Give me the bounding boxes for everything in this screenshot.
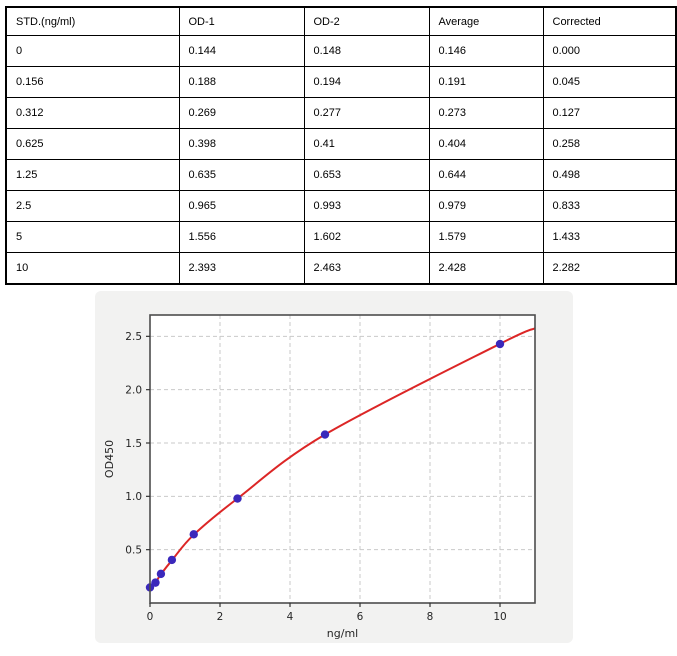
table-cell: 2.428 <box>428 252 544 285</box>
y-tick-label: 2.0 <box>125 384 142 396</box>
x-axis-label: ng/ml <box>327 627 358 640</box>
table-cell: 0.188 <box>178 66 305 98</box>
table-cell: 1.556 <box>178 221 305 253</box>
data-point <box>495 339 505 349</box>
table-cell: 0.979 <box>428 190 544 222</box>
table-cell: 0.498 <box>542 159 677 191</box>
x-tick-label: 4 <box>287 611 294 623</box>
data-point <box>320 430 330 439</box>
table-cell: 1.25 <box>5 159 180 191</box>
data-point <box>167 555 177 565</box>
table-row: 0.312 0.269 0.277 0.273 0.127 <box>5 97 677 129</box>
table-cell: 2.393 <box>178 252 305 285</box>
table-cell: 0 <box>5 35 180 67</box>
table-cell: 0.045 <box>542 66 677 98</box>
data-point <box>151 578 160 587</box>
table-cell: 0.194 <box>303 66 430 98</box>
x-tick-label: 6 <box>357 611 364 623</box>
column-header: Average <box>428 6 544 36</box>
table-row: 0 0.144 0.148 0.146 0.000 <box>5 35 677 67</box>
standard-curve-chart: 0 2 4 6 8 10 0.5 1.0 1.5 2.0 2.5 ng/ml OD450 <box>103 314 536 640</box>
table-cell: 0.148 <box>303 35 430 67</box>
fit-curve <box>149 327 536 591</box>
column-header: OD-1 <box>178 6 305 36</box>
standards-table: STD.(ng/ml) OD-1 OD-2 Average Corrected 0 0.1… <box>5 6 677 285</box>
column-header: STD.(ng/ml) <box>5 6 180 36</box>
table-cell: 2.282 <box>542 252 677 285</box>
table-cell: 0.635 <box>178 159 305 191</box>
standards-table-header: STD.(ng/ml) OD-1 OD-2 Average Corrected <box>5 6 677 36</box>
table-cell: 5 <box>5 221 180 253</box>
table-cell: 0.146 <box>428 35 544 67</box>
table-cell: 0.625 <box>5 128 180 160</box>
header-row: STD.(ng/ml) OD-1 OD-2 Average Corrected <box>5 6 677 36</box>
data-point <box>189 530 198 539</box>
table-cell: 0.277 <box>303 97 430 129</box>
table-cell: 0.993 <box>303 190 430 222</box>
table-cell: 0.404 <box>428 128 544 160</box>
standard-curve-figure: 0 2 4 6 8 10 0.5 1.0 1.5 2.0 2.5 ng/ml OD450 <box>95 291 573 643</box>
table-cell: 0.312 <box>5 97 180 129</box>
table-cell: 0.273 <box>428 97 544 129</box>
table-cell: 1.433 <box>542 221 677 253</box>
table-cell: 0.653 <box>303 159 430 191</box>
data-point <box>156 569 166 579</box>
x-tick-label: 2 <box>217 611 224 623</box>
y-tick-label: 2.5 <box>125 331 142 343</box>
data-point <box>233 494 242 503</box>
table-cell: 0.965 <box>178 190 305 222</box>
y-axis-label: OD450 <box>103 440 116 478</box>
table-cell: 0.269 <box>178 97 305 129</box>
table-row: 5 1.556 1.602 1.579 1.433 <box>5 221 677 253</box>
table-cell: 0.258 <box>542 128 677 160</box>
table-cell: 0.144 <box>178 35 305 67</box>
table-cell: 0.398 <box>178 128 305 160</box>
table-cell: 10 <box>5 252 180 285</box>
x-tick-label: 8 <box>427 611 434 623</box>
table-cell: 0.000 <box>542 35 677 67</box>
column-header: Corrected <box>542 6 677 36</box>
table-cell: 0.127 <box>542 97 677 129</box>
x-tick-label: 0 <box>147 611 154 623</box>
y-tick-label: 1.5 <box>125 438 142 450</box>
table-row: 1.25 0.635 0.653 0.644 0.498 <box>5 159 677 191</box>
y-tick-label: 1.0 <box>125 491 142 503</box>
standards-table-body: 0 0.144 0.148 0.146 0.000 0.156 0.188 0.194 0.19… <box>5 35 677 285</box>
table-cell: 2.463 <box>303 252 430 285</box>
table-cell: 1.602 <box>303 221 430 253</box>
plot-area <box>150 315 535 603</box>
table-row: 10 2.393 2.463 2.428 2.282 <box>5 252 677 285</box>
table-row: 0.625 0.398 0.41 0.404 0.258 <box>5 128 677 160</box>
table-row: 2.5 0.965 0.993 0.979 0.833 <box>5 190 677 222</box>
table-cell: 0.644 <box>428 159 544 191</box>
plot-border <box>149 314 536 604</box>
column-header: OD-2 <box>303 6 430 36</box>
table-cell: 2.5 <box>5 190 180 222</box>
table-cell: 0.191 <box>428 66 544 98</box>
table-cell: 1.579 <box>428 221 544 253</box>
table-cell: 0.156 <box>5 66 180 98</box>
table-cell: 0.41 <box>303 128 430 160</box>
table-cell: 0.833 <box>542 190 677 222</box>
x-tick-label: 10 <box>493 611 506 623</box>
table-row: 0.156 0.188 0.194 0.191 0.045 <box>5 66 677 98</box>
y-tick-label: 0.5 <box>125 544 142 556</box>
